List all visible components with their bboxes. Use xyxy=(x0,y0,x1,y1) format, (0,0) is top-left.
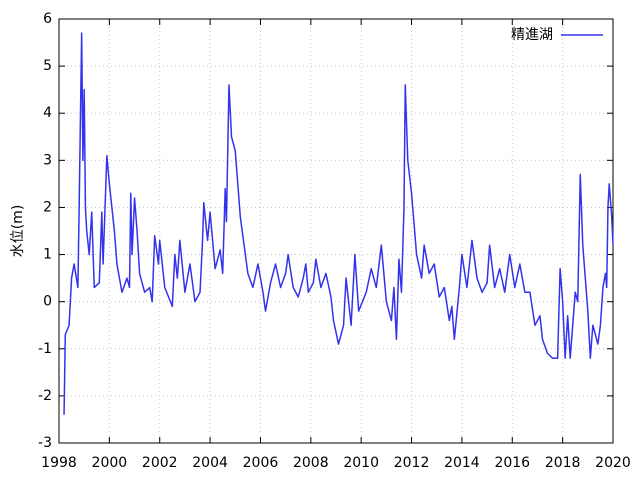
y-axis-label: 水位(m) xyxy=(10,205,26,258)
y-tick-label: 6 xyxy=(43,11,52,27)
x-tick-label: 2010 xyxy=(343,455,379,471)
x-tick-label: 2014 xyxy=(444,455,480,471)
x-tick-label: 2004 xyxy=(192,455,228,471)
y-tick-label: 0 xyxy=(43,294,52,310)
x-tick-label: 2018 xyxy=(545,455,581,471)
y-tick-label: 5 xyxy=(43,58,52,74)
y-tick-label: 2 xyxy=(43,199,52,215)
data-line xyxy=(63,32,614,415)
y-tick-label: -3 xyxy=(38,435,52,451)
x-tick-label: 2008 xyxy=(293,455,329,471)
y-tick-label: -1 xyxy=(38,341,52,357)
plot-border xyxy=(58,18,614,444)
x-tick-label: 2016 xyxy=(494,455,530,471)
x-tick-label: 2000 xyxy=(92,455,128,471)
y-tick-label: 4 xyxy=(43,105,52,121)
x-tick-label: 2012 xyxy=(394,455,430,471)
x-tick-label: 2006 xyxy=(243,455,279,471)
x-tick-label: 1998 xyxy=(41,455,77,471)
x-tick-label: 2020 xyxy=(595,455,631,471)
x-tick-label: 2002 xyxy=(142,455,178,471)
legend-label: 精進湖 xyxy=(511,27,553,43)
y-tick-label: 1 xyxy=(43,247,52,263)
y-tick-label: 3 xyxy=(43,152,52,168)
y-tick-label: -2 xyxy=(38,388,52,404)
